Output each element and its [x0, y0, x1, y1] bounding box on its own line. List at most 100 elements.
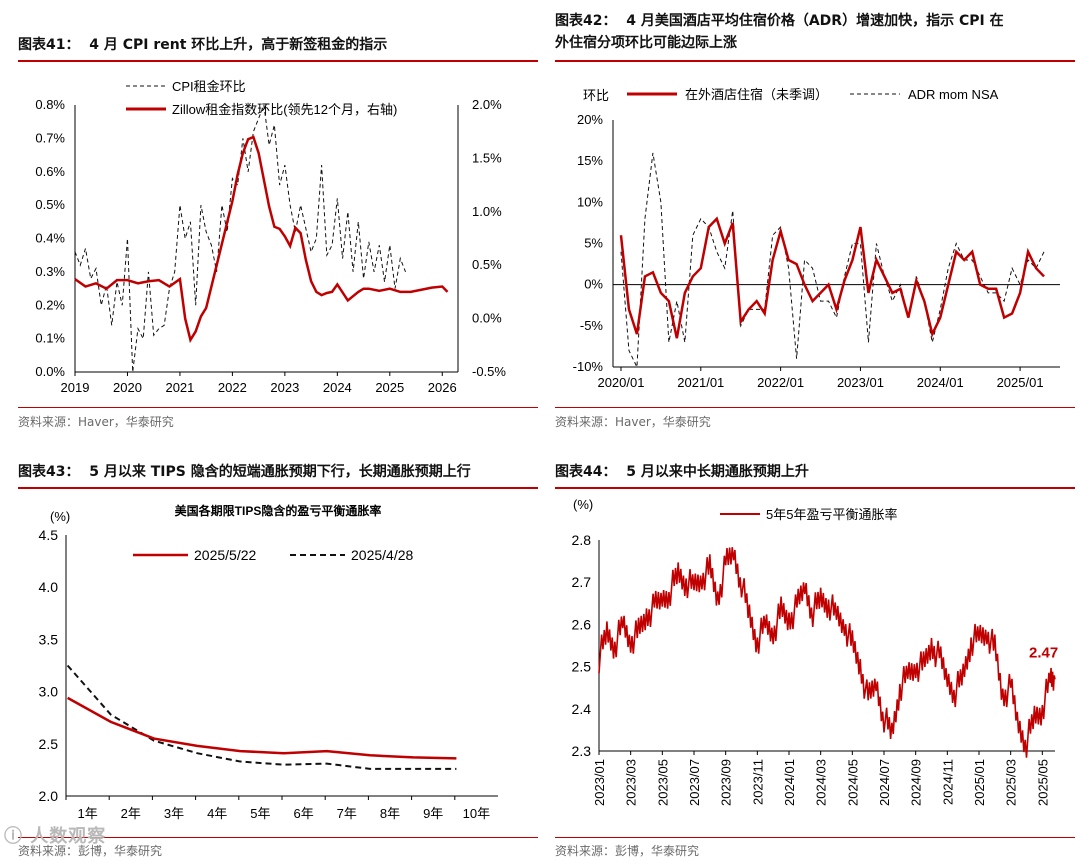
- source-rule: [18, 407, 538, 408]
- y-tick-label-left: 0.8%: [35, 97, 65, 112]
- title-rule: [555, 487, 1075, 489]
- x-tick-label: 2026: [428, 380, 457, 395]
- y-tick-label: 4.0: [39, 579, 59, 595]
- series-line-cpi-rent: [74, 104, 406, 373]
- chart-source-41: 资料来源：Haver，华泰研究: [18, 415, 174, 429]
- title-rule: [18, 487, 538, 489]
- y-tick-label: 2.7: [572, 574, 592, 590]
- watermark: ⓘ 人数观察: [4, 826, 107, 847]
- y-tick-label-right: 1.5%: [472, 150, 502, 165]
- x-tick-label: 2023: [270, 380, 299, 395]
- y-tick-label: 2.5: [39, 736, 59, 752]
- chart-panel-44: 图表44： 5 月以来中长期通胀预期上升 (%) 2.3 2.4 2.5 2.6 2.7 2…: [555, 435, 1075, 861]
- x-tick-label: 1年: [77, 806, 97, 821]
- y-tick-label-left: 0.2%: [35, 297, 65, 312]
- series-line-hotel: [619, 216, 1045, 339]
- x-tick-label: 9年: [423, 806, 443, 821]
- chart-title-41: 图表41： 4 月 CPI rent 环比上升，高于新签租金的指示: [18, 37, 388, 53]
- x-tick-label: 2022: [218, 380, 247, 395]
- x-tick-label: 2024/07: [877, 759, 892, 806]
- series-line-zillow: [74, 135, 449, 344]
- x-tick-label: 2023/11: [750, 759, 765, 805]
- series-line-adr: [620, 152, 1045, 368]
- y-tick-label-left: 0.3%: [35, 264, 65, 279]
- y-axis-label: (%): [50, 509, 70, 524]
- title-rule: [555, 60, 1075, 62]
- y-tick-label-right: 0.5%: [472, 257, 502, 272]
- y-axis-label: (%): [573, 497, 593, 512]
- chart-41: 0.0% 0.1% 0.2% 0.3% 0.4% 0.5% 0.6% 0.7% 0.8% -0.5…: [35, 79, 506, 395]
- title-rule: [18, 60, 538, 62]
- x-tick-label: 2019: [61, 380, 90, 395]
- legend-label-zillow: Zillow租金指数环比(领先12个月，右轴): [172, 102, 397, 117]
- legend-label-adr: ADR mom NSA: [908, 87, 999, 102]
- y-tick-label: 4.5: [39, 527, 59, 543]
- y-tick-label: 2.3: [572, 743, 592, 759]
- x-tick-label: 5年: [250, 806, 270, 821]
- chart-panel-41: 图表41： 4 月 CPI rent 环比上升，高于新签租金的指示 0.0% 0.…: [18, 0, 538, 435]
- y-tick-label-right: 1.0%: [472, 204, 502, 219]
- y-tick-label: 0%: [584, 277, 603, 292]
- chart-panel-43: 图表43： 5 月以来 TIPS 隐含的短端通胀预期下行，长期通胀预期上行 美国…: [18, 435, 538, 861]
- y-tick-label-left: 0.4%: [35, 231, 65, 246]
- legend-label-0522: 2025/5/22: [194, 547, 256, 563]
- chart-title-44: 图表44： 5 月以来中长期通胀预期上升: [555, 464, 809, 480]
- source-rule: [555, 407, 1075, 408]
- x-tick-label: 2025/03: [1004, 759, 1019, 806]
- x-tick-label: 4年: [207, 806, 227, 821]
- x-tick-label: 6年: [293, 806, 313, 821]
- y-tick-label: 2.4: [572, 701, 592, 717]
- chart-inner-title: 美国各期限TIPS隐含的盈亏平衡通胀率: [175, 503, 382, 518]
- y-tick-label-right: -0.5%: [472, 364, 506, 379]
- chart-43: 美国各期限TIPS隐含的盈亏平衡通胀率 (%) 2.0 2.5 3.0 3.5 4.0 4.5…: [39, 503, 498, 821]
- y-tick-label: 2.6: [572, 616, 592, 632]
- x-tick-label: 2023/01: [837, 375, 884, 390]
- y-tick-label: 2.0: [39, 788, 59, 804]
- series-line-0522: [66, 696, 457, 760]
- x-tick-label: 2024/01: [917, 375, 964, 390]
- x-tick-label: 8年: [380, 806, 400, 821]
- x-tick-label: 2024/03: [814, 759, 829, 806]
- legend-label-0428: 2025/4/28: [351, 547, 413, 563]
- y-tick-label-right: 2.0%: [472, 97, 502, 112]
- x-tick-label: 2020: [113, 380, 142, 395]
- x-tick-label: 2024/05: [845, 759, 860, 806]
- legend-label-cpi: CPI租金环比: [172, 79, 246, 94]
- x-tick-label: 2025/01: [997, 375, 1044, 390]
- series-line-0428: [66, 664, 457, 770]
- chart-42: -10% -5% 0% 5% 10% 15% 20% 2020/01 2021/01 2022/0…: [573, 87, 1060, 390]
- x-tick-label: 2022/01: [757, 375, 804, 390]
- y-tick-label-left: 0.6%: [35, 164, 65, 179]
- x-tick-label: 2023/09: [719, 759, 734, 806]
- y-tick-label: -10%: [573, 359, 604, 374]
- x-tick-label: 2024/11: [940, 759, 955, 805]
- x-tick-label: 3年: [164, 806, 184, 821]
- x-tick-label: 7年: [337, 806, 357, 821]
- legend-label-5y5y: 5年5年盈亏平衡通胀率: [766, 507, 897, 522]
- chart-title-42: 图表42： 4 月美国酒店平均住宿价格（ADR）增速加快，指示 CPI 在 外住…: [555, 13, 1004, 51]
- y-tick-label-right: 0.0%: [472, 311, 502, 326]
- chart-source-42: 资料来源：Haver，华泰研究: [555, 415, 711, 429]
- x-tick-label: 2024/01: [782, 759, 797, 806]
- y-tick-label-left: 0.7%: [35, 130, 65, 145]
- annotation-last-value: 2.47: [1029, 644, 1058, 661]
- y-tick-label: 2.8: [572, 532, 592, 548]
- y-tick-label-left: 0.0%: [35, 364, 65, 379]
- y-tick-label: 5%: [584, 236, 603, 251]
- chart-source-44: 资料来源：彭博，华泰研究: [555, 844, 700, 858]
- x-tick-label: 2024: [323, 380, 352, 395]
- x-tick-label: 2021/01: [677, 375, 724, 390]
- x-tick-label: 2020/01: [597, 375, 644, 390]
- x-tick-label: 10年: [463, 806, 490, 821]
- series-line-5y5y: [598, 547, 1056, 758]
- y-tick-label: 15%: [577, 153, 603, 168]
- x-tick-label: 2025: [375, 380, 404, 395]
- y-tick-label: 3.0: [39, 684, 59, 700]
- y-tick-label: 2.5: [572, 659, 592, 675]
- y-tick-label: -5%: [580, 318, 604, 333]
- x-tick-label: 2024/09: [909, 759, 924, 806]
- chart-panel-42: 图表42： 4 月美国酒店平均住宿价格（ADR）增速加快，指示 CPI 在 外住…: [555, 0, 1075, 435]
- x-tick-label: 2021: [165, 380, 194, 395]
- y-tick-label: 10%: [577, 194, 603, 209]
- x-tick-label: 2023/05: [655, 759, 670, 806]
